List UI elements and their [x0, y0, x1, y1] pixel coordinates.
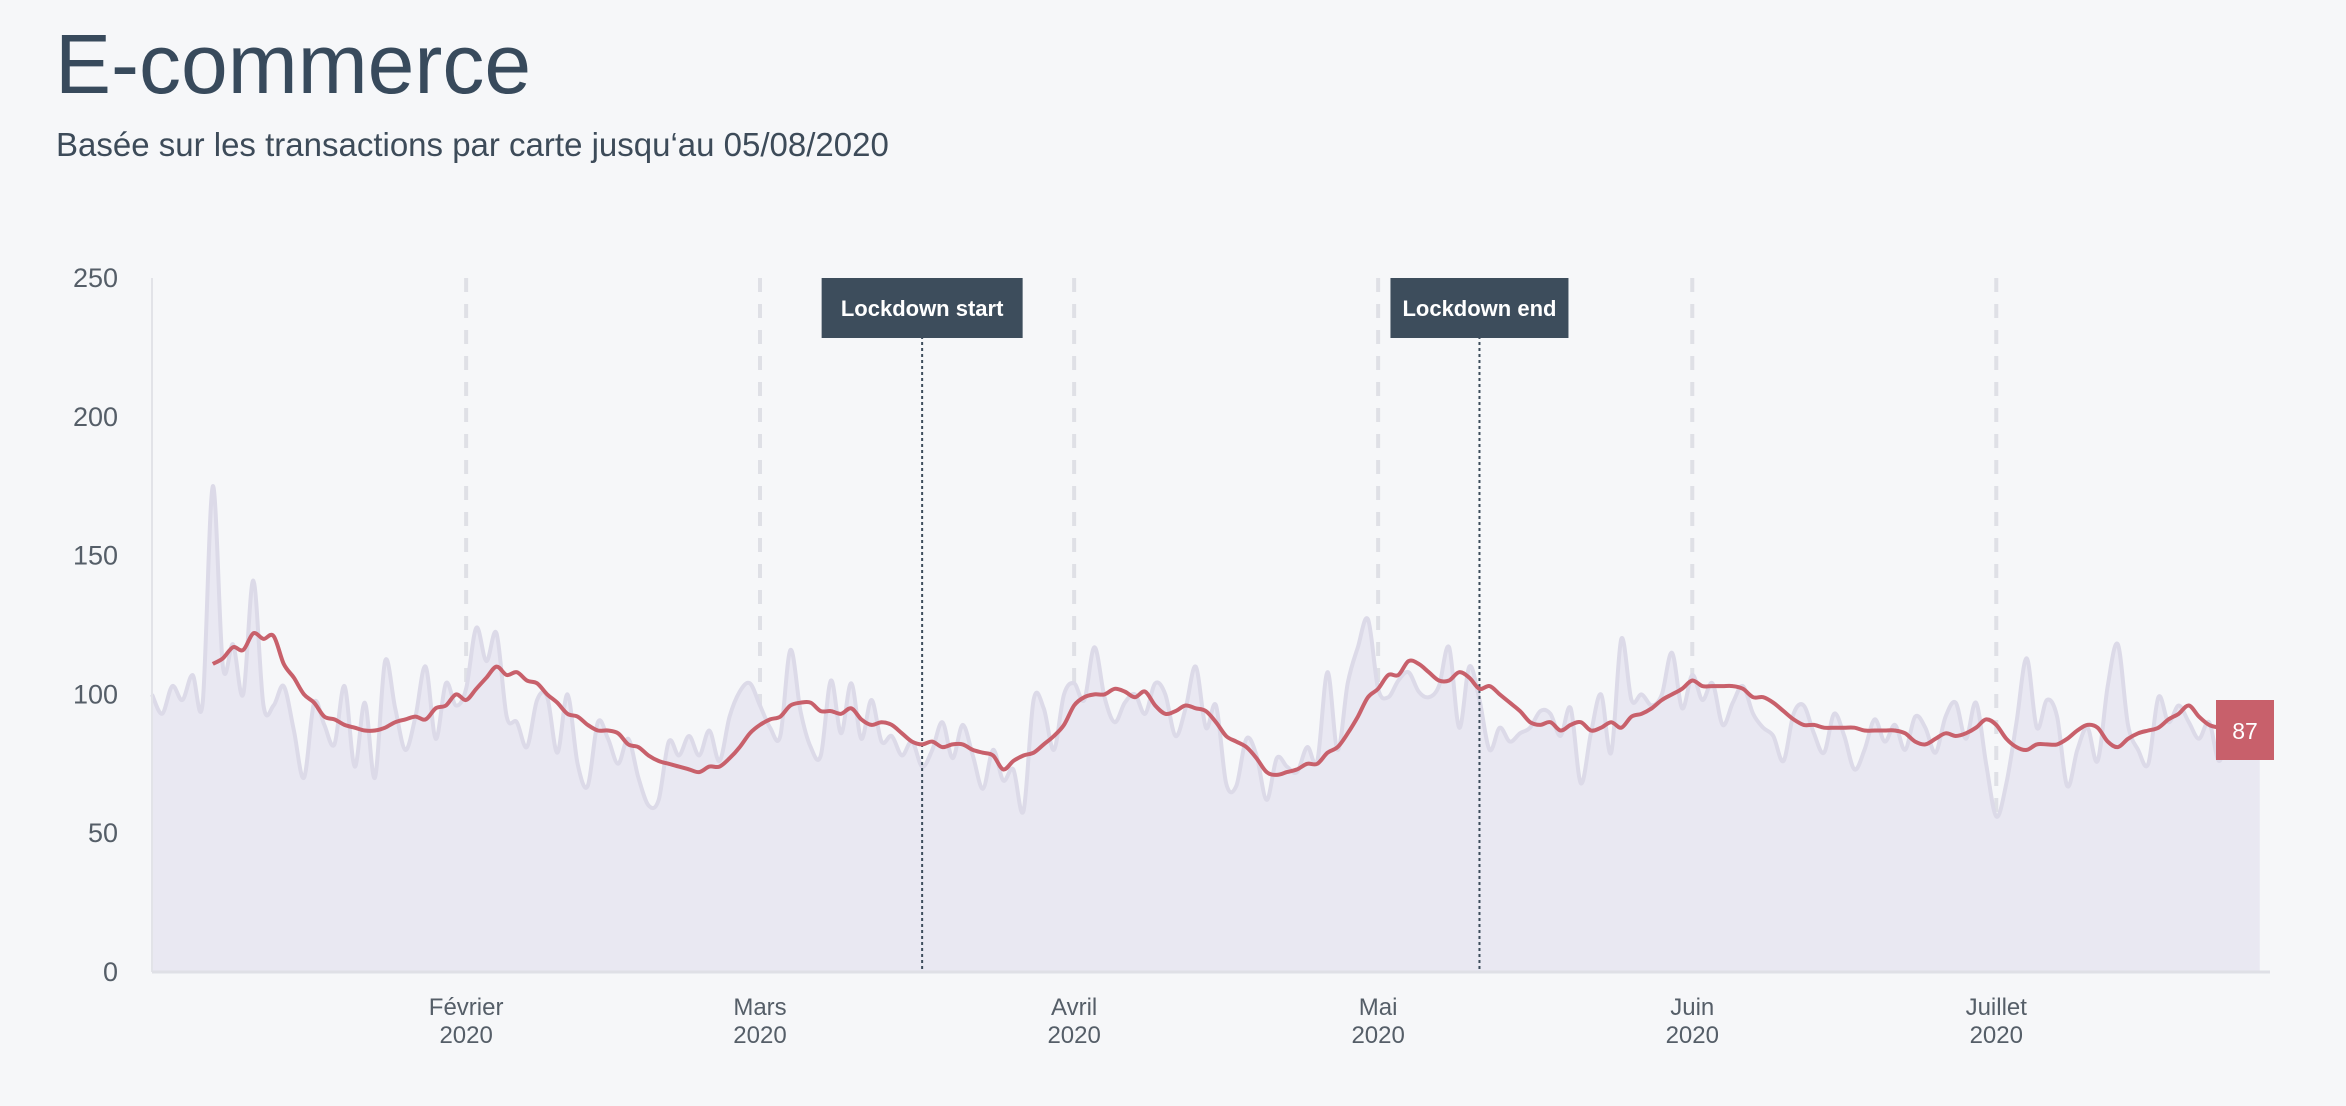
annotation-box [1390, 278, 1569, 338]
x-tick-label-year: 2020 [1666, 1022, 1719, 1049]
annotation-label: Lockdown start [841, 296, 1004, 321]
rolling-average-line [211, 631, 2230, 777]
y-tick-label: 100 [73, 679, 118, 709]
x-tick-label-month: Mars [733, 994, 786, 1021]
y-tick-label: 150 [73, 541, 118, 571]
y-tick-label: 50 [88, 818, 118, 848]
x-tick-label-month: Février [429, 994, 504, 1021]
x-tick-label-year: 2020 [733, 1022, 786, 1049]
daily-line [150, 484, 2262, 819]
y-tick-label: 200 [73, 402, 118, 432]
x-tick-label-month: Mai [1359, 994, 1398, 1021]
x-tick-label-month: Juillet [1966, 994, 2028, 1021]
y-tick-label: 0 [103, 957, 118, 987]
last-value-badge [2216, 700, 2274, 760]
last-value-label: 87 [2232, 718, 2258, 744]
x-tick-label-year: 2020 [1047, 1022, 1100, 1049]
x-tick-label-month: Avril [1051, 994, 1097, 1021]
x-tick-label-year: 2020 [439, 1022, 492, 1049]
page-subtitle: Basée sur les transactions par carte jus… [56, 126, 889, 163]
annotation-box [821, 278, 1023, 338]
x-tick-label-year: 2020 [1351, 1022, 1404, 1049]
x-tick-label-month: Juin [1670, 994, 1714, 1021]
x-tick-label-year: 2020 [1970, 1022, 2023, 1049]
page-title: E-commerce [55, 17, 532, 111]
y-tick-label: 250 [73, 263, 118, 293]
annotation-label: Lockdown end [1402, 296, 1556, 321]
